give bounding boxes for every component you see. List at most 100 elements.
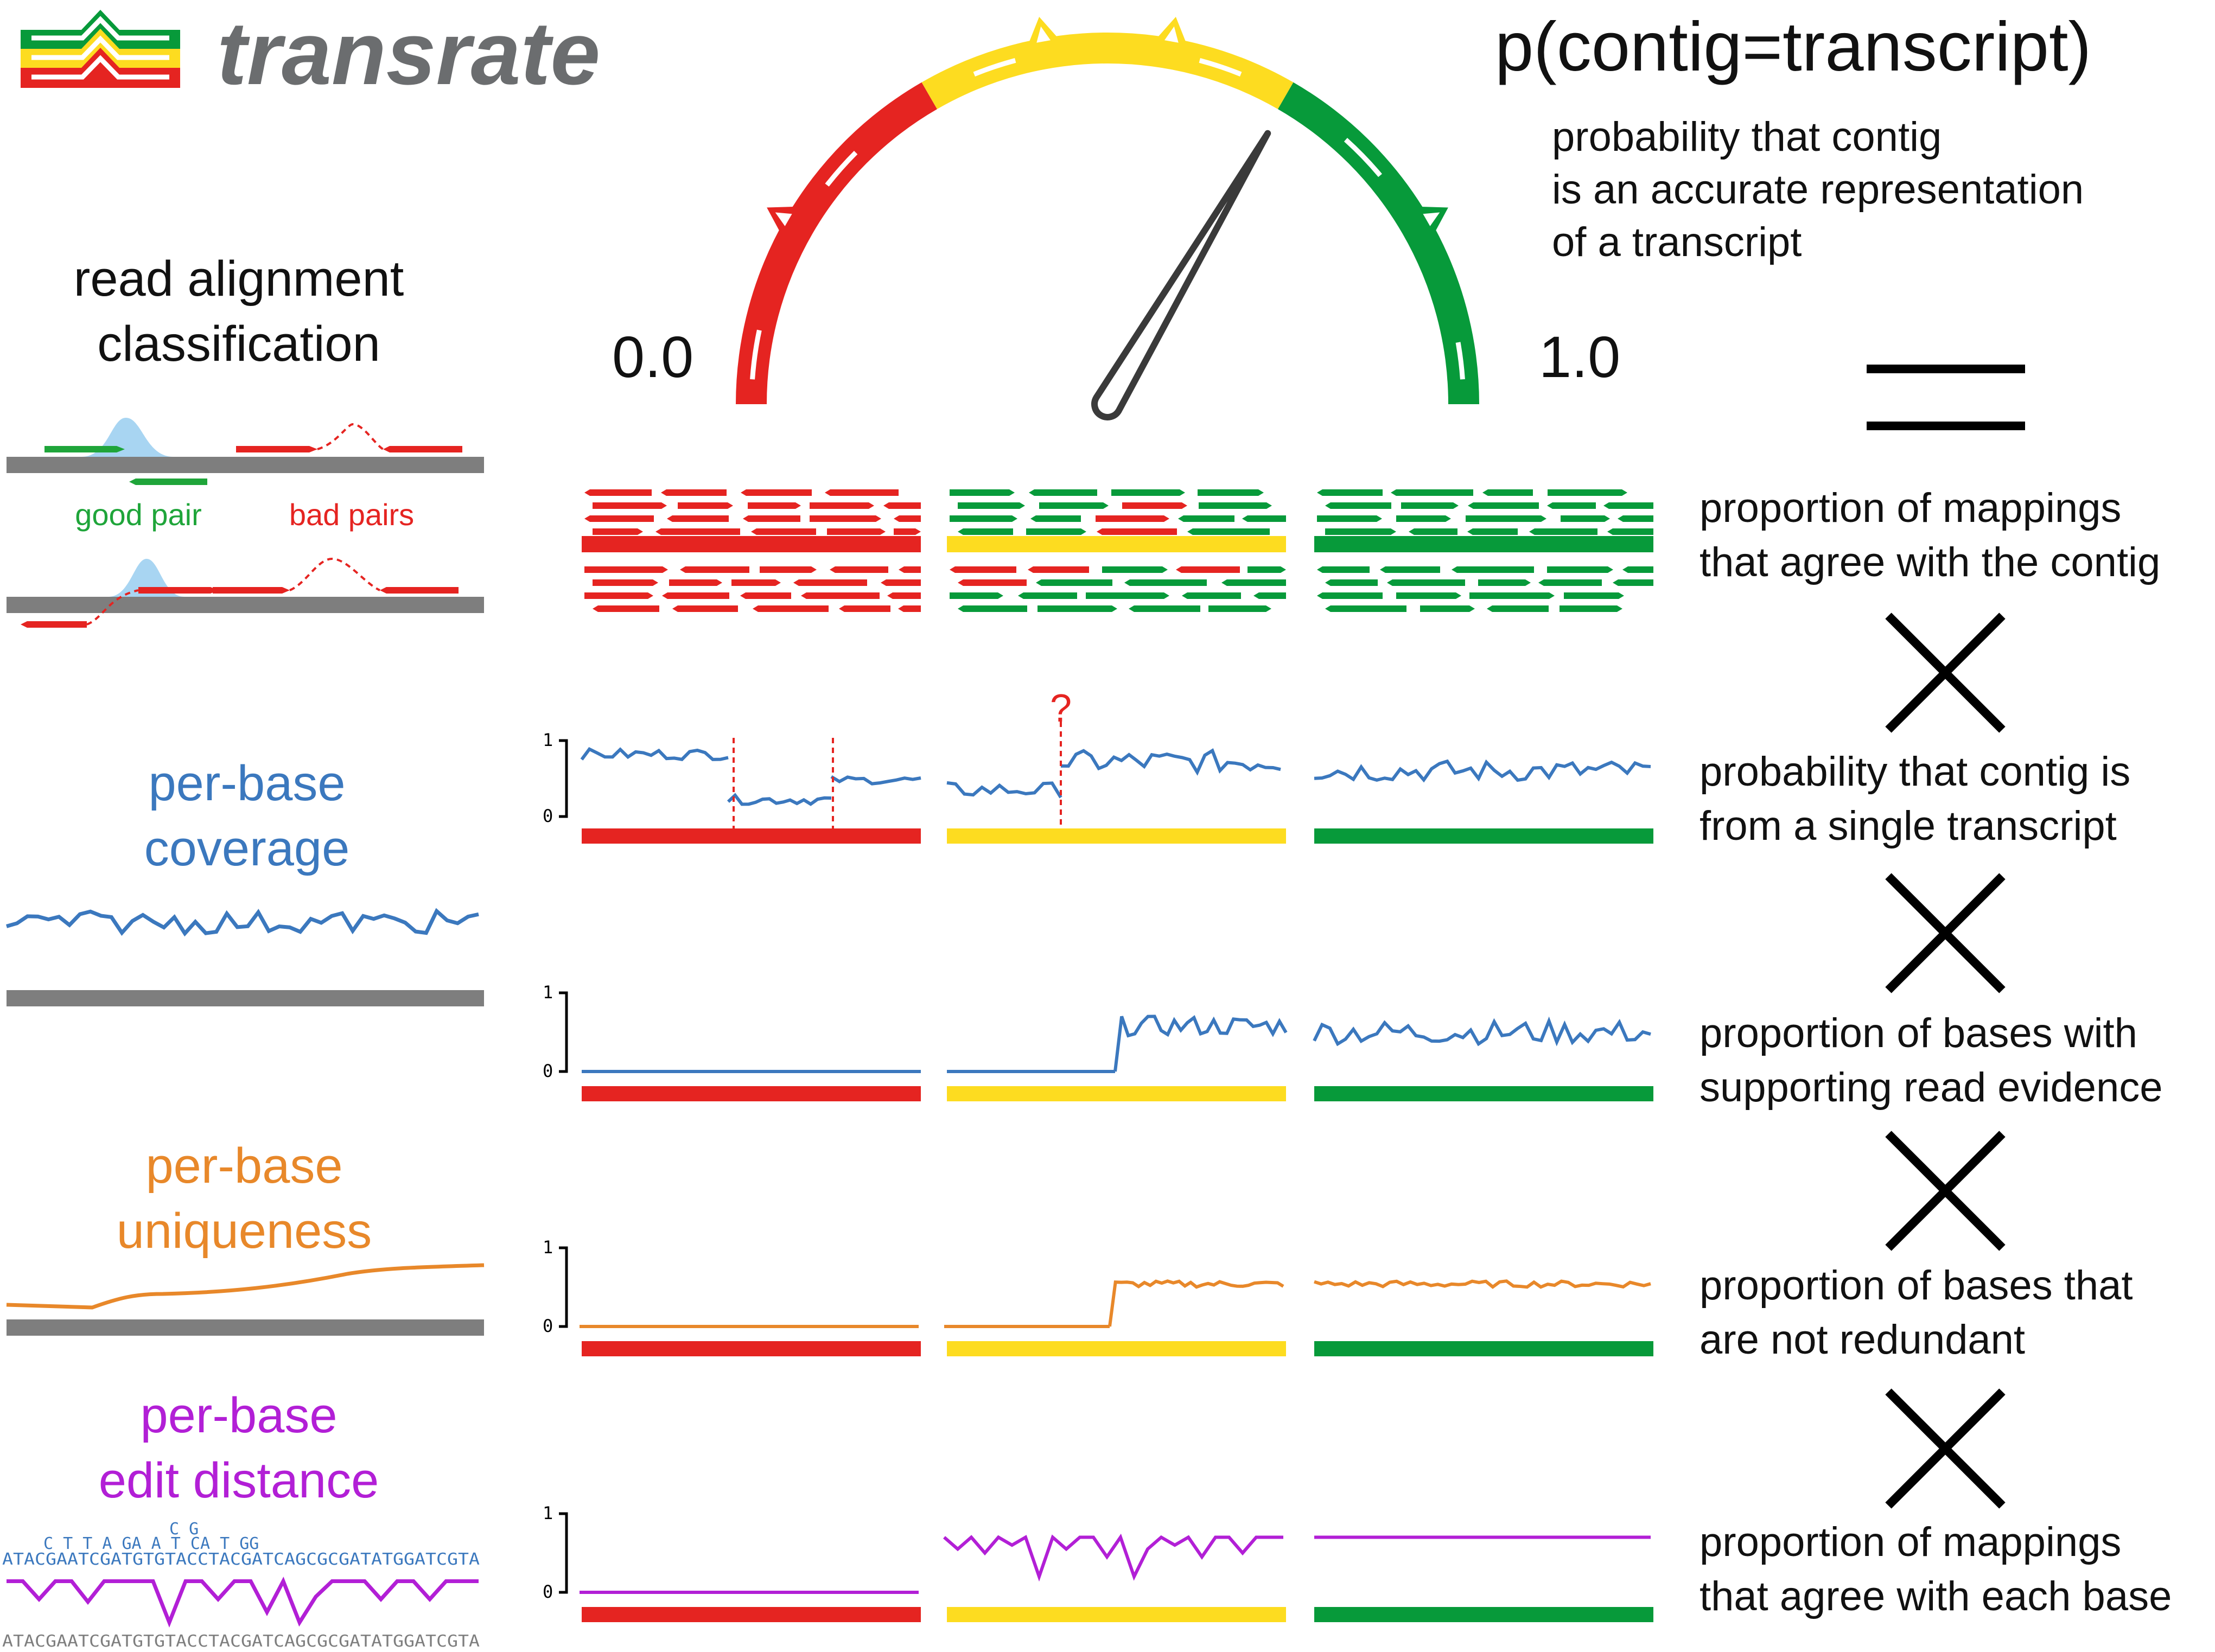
read: [593, 528, 643, 535]
read: [1468, 502, 1539, 509]
read: [958, 579, 1027, 586]
gauge-dash: [750, 329, 762, 380]
y-axis-min-label: 0: [543, 1581, 553, 1602]
read: [1409, 528, 1457, 535]
read: [958, 502, 1025, 509]
read: [1547, 566, 1613, 573]
bad-read: [236, 446, 317, 452]
metric-trace: [943, 1533, 1283, 1582]
coverage-panel: per-base coverage: [6, 756, 484, 1006]
read: [1030, 515, 1081, 522]
metric-trace: [1060, 748, 1281, 776]
read: [1380, 566, 1440, 573]
read: [1548, 489, 1627, 496]
read: [1026, 528, 1086, 535]
gauge-tick: [1029, 17, 1058, 42]
read: [898, 605, 921, 612]
gauge-dash: [1199, 58, 1242, 76]
read: [1221, 579, 1286, 586]
bad-read: [21, 621, 87, 628]
good-read: [129, 479, 207, 485]
contig-bar: [582, 1607, 921, 1622]
read: [1603, 502, 1653, 509]
read: [1325, 502, 1391, 509]
gauge-tick-notch: [1036, 26, 1051, 43]
read-pileup: [947, 489, 1286, 612]
read: [1039, 502, 1109, 509]
edit-distance-panel: per-base edit distance C G C T T A GA A …: [2, 1388, 480, 1651]
read: [894, 528, 921, 535]
read: [593, 605, 659, 612]
row-descriptions: proportion of mappings that agree with t…: [1700, 485, 2172, 1619]
gauge-dash: [973, 58, 1016, 76]
edit-distance-trace: [7, 1577, 479, 1628]
equals-sign: [1867, 365, 2025, 430]
row-uniqueness: 10: [543, 1237, 1653, 1356]
read: [1129, 605, 1200, 612]
contig-bar: [1314, 1086, 1653, 1101]
contig-bar: [947, 536, 1286, 552]
row-description-line: that agree with each base: [1700, 1573, 2172, 1619]
read: [1097, 528, 1177, 535]
read: [950, 566, 1016, 573]
good-pair-label: good pair: [75, 497, 202, 532]
y-axis: [559, 991, 568, 1073]
read: [584, 515, 654, 522]
contig-bar: [1314, 828, 1653, 844]
reference-sequence: ATACGAATCGATGTGTACCTACGATCAGCGCGATATGGAT…: [2, 1550, 480, 1569]
read: [584, 592, 653, 599]
read: [672, 605, 738, 612]
read: [1467, 528, 1518, 535]
variant-bases: C G: [169, 1520, 199, 1539]
read: [899, 566, 921, 573]
read: [1187, 528, 1270, 535]
definition-line: probability that contig: [1552, 114, 1942, 160]
contig-bar: [947, 1607, 1286, 1622]
read: [894, 515, 921, 522]
row-description-line: probability that contig is: [1700, 749, 2130, 795]
gauge-yellow-band: [921, 33, 1294, 110]
times-sign-stroke: [1885, 1388, 2006, 1509]
read: [1560, 605, 1622, 612]
gauge-dash: [1344, 138, 1382, 177]
read: [1613, 579, 1653, 586]
row-description-line: proportion of mappings: [1700, 1519, 2121, 1565]
transrate-logo: transrate: [21, 3, 600, 103]
read: [1242, 515, 1286, 522]
row-description-line: proportion of mappings: [1700, 485, 2121, 531]
read: [1199, 502, 1272, 509]
uniqueness-trace: [6, 1263, 485, 1310]
bad-read: [380, 587, 459, 594]
read: [1452, 566, 1534, 573]
read: [1247, 566, 1286, 573]
read: [1317, 515, 1382, 522]
gauge-red-band: [736, 82, 937, 405]
read: [1122, 502, 1187, 509]
y-axis: [559, 739, 568, 818]
read: [1469, 592, 1555, 599]
read: [678, 502, 733, 509]
read: [830, 566, 888, 573]
read: [655, 528, 740, 535]
row-description-line: proportion of bases with: [1700, 1010, 2137, 1056]
read: [1396, 515, 1451, 522]
read: [801, 592, 880, 599]
read: [584, 566, 668, 573]
read: [593, 502, 667, 509]
contig-bar: [1314, 1607, 1653, 1622]
y-axis-max-label: 1: [543, 982, 553, 1003]
read: [827, 528, 886, 535]
contig-bar: [947, 1086, 1286, 1101]
read: [593, 579, 658, 586]
contig-bar: [7, 457, 484, 473]
multiplication-signs: [1885, 613, 2006, 1509]
edit-distance-title: edit distance: [99, 1453, 379, 1508]
read: [1396, 592, 1461, 599]
read: [731, 579, 781, 586]
read-pileup: [582, 489, 921, 612]
read: [825, 489, 899, 496]
gauge-needle: [1091, 130, 1271, 420]
read: [1096, 515, 1169, 522]
contig-bar: [947, 1341, 1286, 1356]
